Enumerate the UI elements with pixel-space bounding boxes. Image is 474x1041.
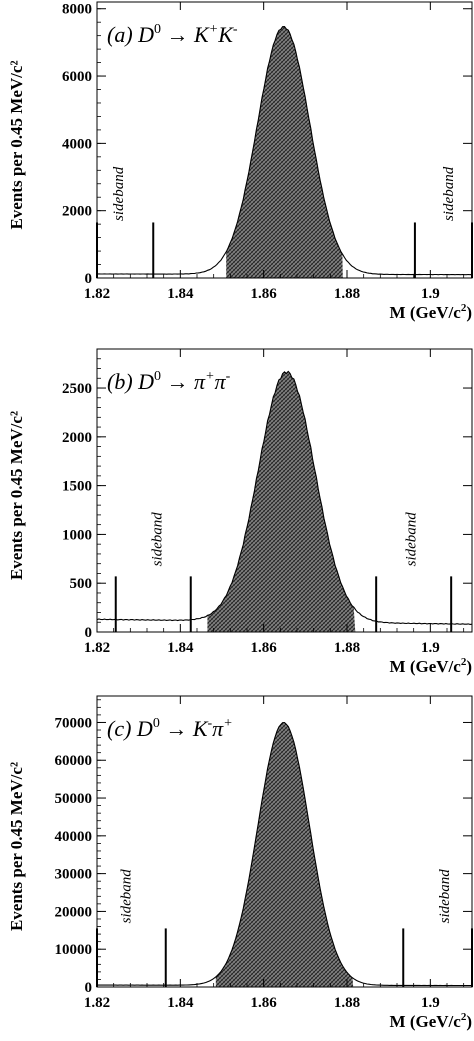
sideband-label: sideband xyxy=(437,869,453,924)
x-tick-label: 1.86 xyxy=(251,286,278,302)
sideband-label: sideband xyxy=(441,166,457,221)
mass-distribution-line xyxy=(97,722,472,987)
plot-frame xyxy=(96,695,473,988)
sideband-label: sideband xyxy=(150,512,166,567)
x-tick-label: 1.86 xyxy=(251,640,278,656)
y-tick-label: 30000 xyxy=(55,867,93,883)
x-tick-label: 1.88 xyxy=(334,995,360,1011)
mass-distribution-line xyxy=(96,26,473,276)
y-tick-label: 1500 xyxy=(62,479,92,495)
plot-frame xyxy=(96,1,473,279)
chart-panel-c: 1.82 1.84 1.86 1.88 1.9 0 10000 20000 30000 40000… xyxy=(0,694,474,1041)
y-tick-label: 10000 xyxy=(55,942,93,958)
y-tick-label: 20000 xyxy=(55,904,93,920)
x-tick-label: 1.82 xyxy=(84,995,110,1011)
reaction-label: (b) D0 → π+π- xyxy=(107,369,231,394)
x-axis-title: M (GeV/c2) xyxy=(390,656,472,676)
signal-region-fill xyxy=(207,370,356,632)
y-tick-label: 2500 xyxy=(62,381,92,397)
x-tick-label: 1.86 xyxy=(251,995,278,1011)
x-tick-label: 1.9 xyxy=(421,286,440,302)
sideband-label: sideband xyxy=(404,512,420,567)
x-tick-label: 1.84 xyxy=(167,640,194,656)
y-tick-label: 70000 xyxy=(55,715,93,731)
x-tick-label: 1.9 xyxy=(421,640,440,656)
y-tick-label: 0 xyxy=(85,271,93,287)
x-tick-label: 1.82 xyxy=(84,640,110,656)
x-tick-label: 1.9 xyxy=(421,995,440,1011)
y-tick-label: 1000 xyxy=(62,527,92,543)
y-tick-label: 2000 xyxy=(62,204,92,220)
mass-distribution-line xyxy=(96,370,473,625)
x-tick-label: 1.88 xyxy=(334,286,360,302)
y-tick-label: 500 xyxy=(70,576,93,592)
plot-frame xyxy=(96,348,473,633)
y-tick-label: 4000 xyxy=(62,136,92,152)
y-tick-label: 2000 xyxy=(62,430,92,446)
reaction-label: (a) D0 → K+K- xyxy=(107,22,238,47)
y-axis-title: Events per 0.45 MeV/c² xyxy=(7,762,26,931)
sideband-label: sideband xyxy=(118,869,134,924)
x-tick-label: 1.82 xyxy=(84,286,110,302)
x-tick-label: 1.84 xyxy=(167,286,194,302)
y-axis-title: Events per 0.45 MeV/c² xyxy=(7,60,26,229)
x-tick-label: 1.84 xyxy=(167,995,194,1011)
y-axis-title: Events per 0.45 MeV/c² xyxy=(7,411,26,580)
chart-panel-a: 1.82 1.84 1.86 1.88 1.9 0 2000 4000 6000 8000 side… xyxy=(0,0,474,347)
y-tick-label: 0 xyxy=(85,980,93,996)
y-tick-label: 0 xyxy=(85,625,93,641)
y-tick-label: 60000 xyxy=(55,753,93,769)
x-axis-title: M (GeV/c2) xyxy=(390,302,472,322)
signal-region-fill xyxy=(215,722,354,987)
chart-b: 1.82 1.84 1.86 1.88 1.9 0 500 1000 1500 2000 2500 s… xyxy=(7,348,473,676)
chart-c: 1.82 1.84 1.86 1.88 1.9 0 10000 20000 30000 40000… xyxy=(7,695,473,1031)
chart-a: 1.82 1.84 1.86 1.88 1.9 0 2000 4000 6000 8000 side… xyxy=(7,1,473,322)
x-tick-label: 1.88 xyxy=(334,640,360,656)
sideband-label: sideband xyxy=(111,166,127,221)
y-tick-label: 50000 xyxy=(55,791,93,807)
y-tick-label: 8000 xyxy=(62,2,92,18)
reaction-label: (c) D0 → K-π+ xyxy=(107,716,233,741)
y-tick-label: 40000 xyxy=(55,829,93,845)
chart-panel-b: 1.82 1.84 1.86 1.88 1.9 0 500 1000 1500 2000 2500 s… xyxy=(0,347,474,694)
y-tick-label: 6000 xyxy=(62,69,92,85)
signal-region-fill xyxy=(226,26,343,278)
x-axis-title: M (GeV/c2) xyxy=(390,1011,472,1031)
